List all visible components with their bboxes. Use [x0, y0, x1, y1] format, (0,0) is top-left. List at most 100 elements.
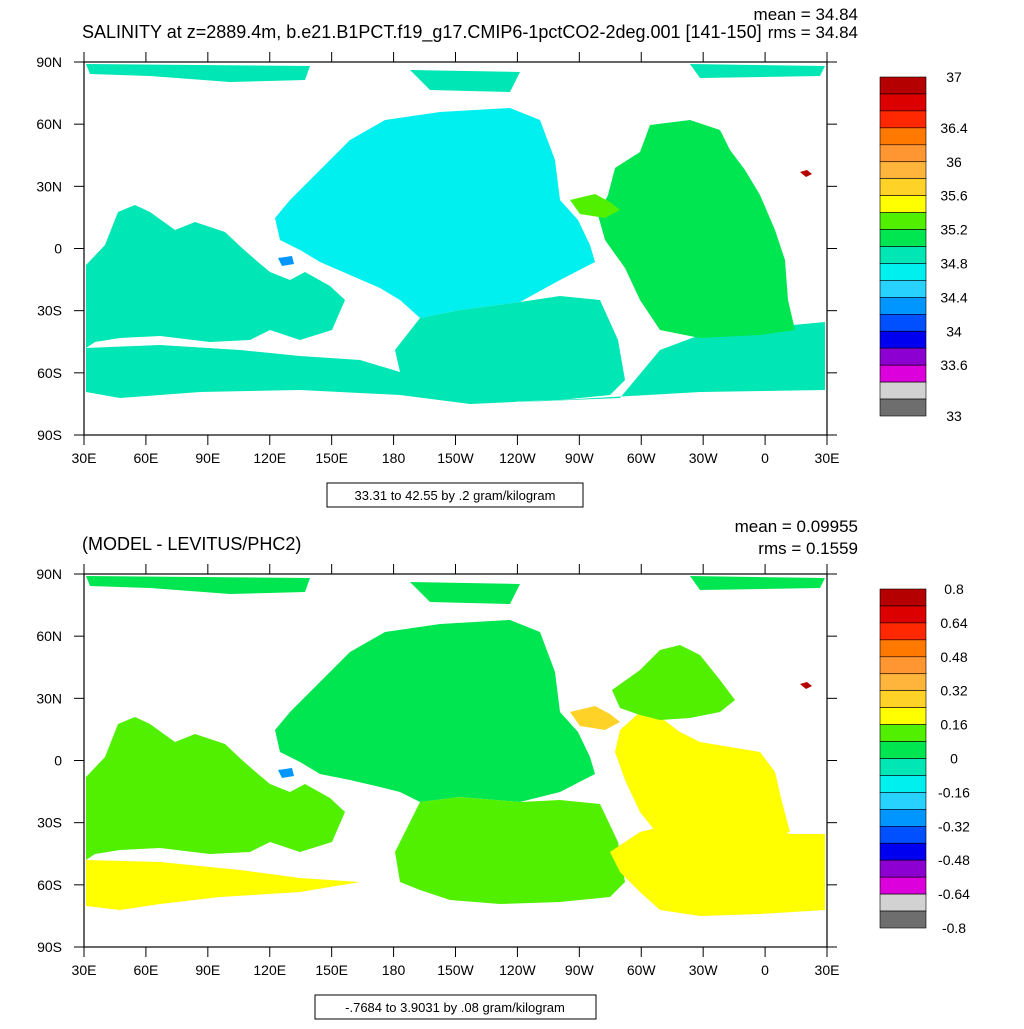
difference-panel: (MODEL - LEVITUS/PHC2) mean = 0.09955 rm…	[0, 512, 1024, 1024]
region-southern-ocean	[86, 812, 825, 916]
colorbar-swatch	[879, 842, 927, 861]
x-tick-label: 180	[382, 450, 406, 466]
region-indonesia	[278, 256, 294, 266]
colorbar-swatch	[879, 347, 927, 366]
region-north-atlantic	[612, 645, 735, 720]
y-tick-label: 90S	[37, 427, 62, 443]
region-indonesia	[278, 768, 294, 778]
x-tick-label: 30E	[72, 962, 97, 978]
colorbar-label: 36	[946, 154, 962, 170]
colorbar-swatch	[879, 792, 927, 810]
x-tick-label: 60W	[627, 962, 657, 978]
x-tick-label: 150E	[315, 450, 348, 466]
region-caribbean	[570, 706, 620, 730]
colorbar-swatch	[879, 263, 927, 281]
colorbar-swatch	[879, 859, 927, 878]
region-south-pacific	[395, 296, 625, 402]
ocean-regions	[86, 576, 825, 916]
region-mediterranean	[800, 170, 812, 177]
colorbar-swatch	[879, 775, 927, 793]
x-tick-label: 120W	[499, 450, 536, 466]
region-arctic	[86, 576, 825, 604]
x-tick-label: 180	[382, 962, 406, 978]
colorbar-swatch	[879, 330, 927, 349]
region-atlantic	[615, 712, 790, 847]
region-mediterranean	[800, 682, 812, 689]
axis-ticks: 30E 60E 90E 120E 150E 180 150W 120W 90W 60W 30W 0 30…	[36, 564, 839, 978]
colorbar-label: -0.48	[938, 852, 970, 868]
x-tick-label: 120E	[253, 962, 286, 978]
colorbar-swatch	[879, 622, 927, 641]
colorbar-label: 34	[946, 323, 962, 339]
x-tick-label: 30E	[815, 450, 840, 466]
y-tick-label: 0	[54, 753, 62, 769]
y-tick-label: 30S	[37, 815, 62, 831]
colorbar: 37 36.4 36 35.6 35.2 34.8 34.4 34 33.6 33	[879, 69, 968, 424]
x-tick-label: 150E	[315, 962, 348, 978]
region-indian-ocean	[86, 205, 345, 348]
colorbar-swatch	[879, 212, 927, 230]
colorbar-label: -0.32	[938, 818, 970, 834]
x-tick-label: 0	[761, 962, 769, 978]
colorbar-label: -0.8	[942, 920, 966, 936]
x-tick-label: 30W	[689, 450, 719, 466]
info-box	[326, 482, 584, 508]
colorbar-swatch	[879, 758, 927, 776]
colorbar-label: 33	[946, 408, 962, 424]
region-atlantic	[598, 120, 795, 338]
region-caribbean	[570, 194, 620, 218]
colorbar-swatch	[879, 639, 927, 658]
x-tick-label: 150W	[437, 962, 474, 978]
x-tick-label: 60W	[627, 450, 657, 466]
rms-label: rms = 34.84	[768, 23, 858, 42]
chart-title: SALINITY at z=2889.4m, b.e21.B1PCT.f19_g…	[82, 22, 762, 43]
colorbar-label: 37	[946, 69, 962, 85]
x-tick-label: 90W	[565, 962, 595, 978]
colorbar-swatch	[879, 690, 927, 708]
colorbar: 0.8 0.64 0.48 0.32 0.16 0 -0.16 -0.32 -0.48 -0.64…	[879, 581, 970, 936]
colorbar-label: 35.2	[940, 222, 967, 238]
region-arctic	[86, 64, 825, 92]
region-south-pacific	[395, 797, 625, 904]
colorbar-swatch	[879, 195, 927, 213]
colorbar-label: 0.32	[940, 683, 967, 699]
colorbar-swatch	[879, 398, 927, 417]
colorbar-swatch	[879, 76, 927, 95]
y-tick-label: 30N	[36, 690, 62, 706]
x-tick-label: 90E	[195, 450, 220, 466]
colorbar-swatch	[879, 605, 927, 624]
colorbar-swatch	[879, 588, 927, 607]
mean-label: mean = 0.09955	[735, 517, 858, 536]
colorbar-swatch	[879, 741, 927, 759]
colorbar-label: 0.64	[940, 615, 967, 631]
colorbar-swatch	[879, 313, 927, 332]
colorbar-label: -0.16	[938, 784, 970, 800]
region-southern-ocean	[86, 322, 825, 404]
region-north-pacific	[275, 108, 595, 318]
y-tick-label: 60N	[36, 116, 62, 132]
colorbar-label: 0.48	[940, 649, 967, 665]
salinity-map-chart: SALINITY at z=2889.4m, b.e21.B1PCT.f19_g…	[36, 5, 968, 508]
y-tick-label: 60S	[37, 365, 62, 381]
info-box	[314, 994, 597, 1020]
x-tick-label: 30E	[72, 450, 97, 466]
colorbar-swatch	[879, 809, 927, 827]
colorbar-swatch	[879, 724, 927, 742]
colorbar-swatch	[879, 893, 927, 912]
colorbar-swatch	[879, 381, 927, 400]
mean-label: mean = 34.84	[754, 5, 858, 24]
x-tick-label: 60E	[133, 450, 158, 466]
colorbar-swatch	[879, 910, 927, 929]
chart-title: (MODEL - LEVITUS/PHC2)	[82, 534, 301, 554]
difference-map-chart: (MODEL - LEVITUS/PHC2) mean = 0.09955 rm…	[36, 517, 970, 1020]
colorbar-label: 0.8	[944, 581, 964, 597]
info-box-label: -.7684 to 3.9031 by .08 gram/kilogram	[345, 1000, 565, 1015]
colorbar-label: 0	[950, 751, 958, 767]
colorbar-label: 0.16	[940, 717, 967, 733]
x-tick-label: 150W	[437, 450, 474, 466]
y-tick-label: 60N	[36, 628, 62, 644]
x-tick-label: 90E	[195, 962, 220, 978]
x-tick-label: 120W	[499, 962, 536, 978]
colorbar-swatch	[879, 93, 927, 112]
colorbar-swatch	[879, 876, 927, 895]
